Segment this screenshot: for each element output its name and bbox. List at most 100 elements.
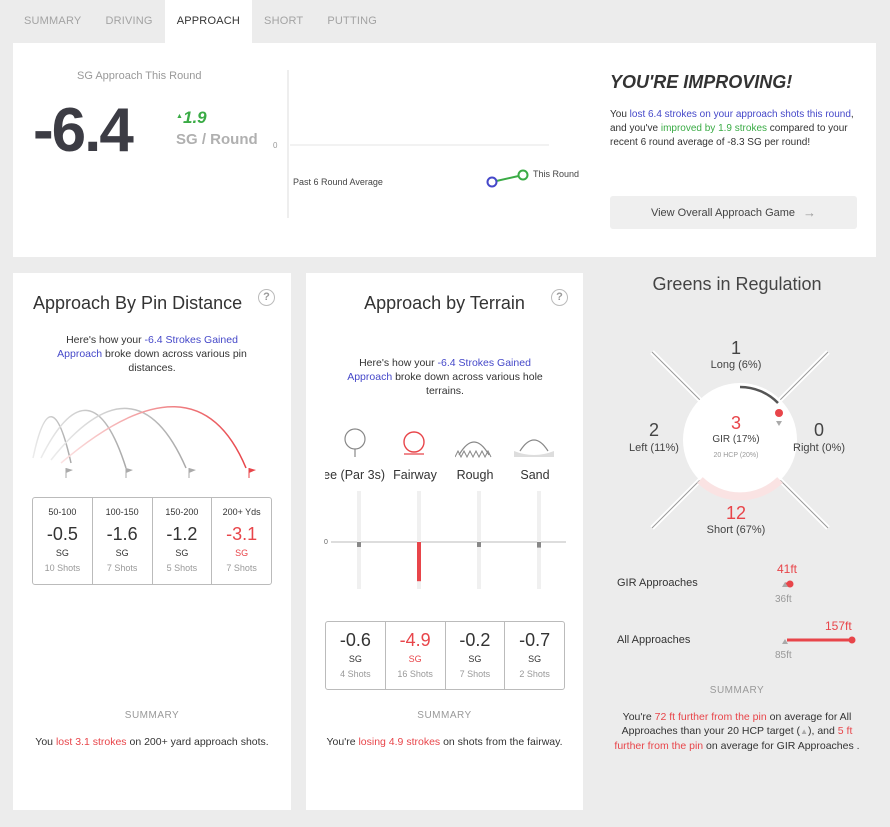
pin-cell: 200+ Yds -3.1 SG 7 Shots bbox=[212, 498, 271, 584]
gir-target-marker bbox=[776, 421, 782, 426]
terrain-sg-unit: SG bbox=[468, 654, 482, 664]
pin-shots: 10 Shots bbox=[44, 563, 81, 573]
terrain-title: Approach by Terrain bbox=[364, 293, 525, 313]
terrain-bar-chart: 0 bbox=[324, 491, 566, 589]
arc-100-150 bbox=[40, 409, 127, 469]
pin-shots: 7 Shots bbox=[226, 563, 257, 573]
terrain-bar-track bbox=[537, 491, 541, 589]
tab-driving[interactable]: DRIVING bbox=[105, 15, 153, 27]
gir-approaches-bar bbox=[782, 580, 794, 588]
gir-short-band bbox=[697, 477, 783, 501]
terrain-sg-value: -4.9 bbox=[399, 630, 431, 650]
sand-icon bbox=[514, 439, 554, 457]
gir-diagonal bbox=[651, 479, 701, 529]
terrain-help-icon[interactable]: ? bbox=[551, 289, 568, 306]
gir-summary-4: on average for GIR Approaches . bbox=[703, 740, 860, 752]
msg-improved: improved by 1.9 strokes bbox=[660, 123, 768, 134]
terrain-cell: -0.2 SG 7 Shots bbox=[446, 622, 506, 689]
terrain-zero-label: 0 bbox=[324, 539, 328, 546]
gir-summary-2: on average for All Approaches than your … bbox=[621, 711, 852, 737]
terrain-bar bbox=[417, 542, 421, 582]
tab-approach[interactable]: APPROACH bbox=[164, 0, 253, 43]
gir-long-count: 1 bbox=[730, 338, 741, 358]
gir-approaches-target bbox=[782, 582, 788, 587]
terrain-bar bbox=[477, 542, 481, 547]
delta-up-icon: ▲ bbox=[176, 113, 183, 120]
terrain-cell: -0.7 SG 2 Shots bbox=[505, 622, 564, 689]
gir-approaches-target-label: 36ft bbox=[775, 594, 792, 605]
terrain-sg-unit: SG bbox=[528, 654, 542, 664]
pin-desc-1: Here's how your bbox=[66, 334, 145, 346]
all-approaches-bar bbox=[782, 636, 856, 644]
pin-range: 100-150 bbox=[105, 507, 139, 517]
terrain-sg-value: -0.7 bbox=[519, 630, 551, 650]
gir-target-diagram bbox=[650, 350, 830, 530]
msg-text-2: , and you've bbox=[610, 109, 854, 134]
gir-summary-label: SUMMARY bbox=[709, 685, 765, 696]
terrain-sg-value: -0.6 bbox=[339, 630, 371, 650]
pin-summary-text: You lost 3.1 strokes on 200+ yard approa… bbox=[33, 735, 271, 749]
tab-summary[interactable]: SUMMARY bbox=[24, 15, 82, 27]
pin-distance-card: Approach By Pin Distance ? Here's how yo… bbox=[13, 273, 291, 810]
pin-desc-sg: -6.4 Strokes Gained Approach bbox=[57, 334, 238, 360]
terrain-shots: 4 Shots bbox=[340, 669, 371, 679]
gir-target-label: 20 HCP (20%) bbox=[713, 452, 759, 459]
flag-icon bbox=[188, 468, 196, 478]
all-approaches-target-label: 85ft bbox=[775, 650, 792, 661]
pin-help-icon[interactable]: ? bbox=[258, 289, 275, 306]
flag-icon bbox=[65, 468, 73, 478]
gir-summary-3: ), and bbox=[807, 725, 838, 737]
terrain-table: -0.6 SG 4 Shots -4.9 SG 16 Shots -0.2 SG… bbox=[325, 621, 565, 690]
fairway-icon bbox=[403, 431, 425, 455]
sg-approach-value: -6.4 bbox=[33, 96, 134, 165]
pin-sg-unit: SG bbox=[175, 548, 189, 558]
view-overall-approach-button[interactable]: View Overall Approach Game → bbox=[610, 196, 857, 229]
gir-summary-1: You're bbox=[622, 711, 655, 723]
pin-summary-lost: lost 3.1 strokes bbox=[55, 736, 127, 748]
chart-zero-label: 0 bbox=[273, 141, 278, 150]
terrain-bar-track bbox=[357, 491, 361, 589]
pin-sg-value: -0.5 bbox=[46, 524, 78, 544]
pin-sg-value: -1.6 bbox=[106, 524, 138, 544]
gir-right-count: 0 bbox=[813, 420, 824, 440]
terrain-shots: 16 Shots bbox=[397, 669, 433, 679]
arc-50-100 bbox=[32, 416, 72, 464]
msg-text-3: compared to your recent 6 round average … bbox=[610, 123, 848, 148]
tab-putting[interactable]: PUTTING bbox=[327, 15, 378, 27]
this-round-point bbox=[517, 169, 529, 181]
improving-heading: YOU'RE IMPROVING! bbox=[610, 72, 793, 92]
gir-actual-marker bbox=[775, 409, 783, 417]
pin-summary-label: SUMMARY bbox=[124, 710, 180, 721]
sg-unit-label: SG / Round bbox=[176, 131, 258, 148]
terrain-shots: 2 Shots bbox=[519, 669, 550, 679]
all-approaches-value: 157ft bbox=[825, 619, 852, 633]
gir-summary-text: You're 72 ft further from the pin on ave… bbox=[612, 710, 862, 753]
terrain-summary-text: You're losing 4.9 strokes on shots from … bbox=[326, 735, 563, 749]
tee-icon bbox=[344, 428, 366, 457]
pin-cell: 100-150 -1.6 SG 7 Shots bbox=[93, 498, 153, 584]
this-round-label: This Round bbox=[533, 169, 579, 179]
sg-delta-value: 1.9 bbox=[183, 108, 207, 127]
gir-short-label: Short (67%) bbox=[706, 524, 766, 536]
terrain-desc-2: broke down across various hole terrains. bbox=[392, 371, 543, 397]
pin-range: 50-100 bbox=[48, 507, 77, 517]
pin-shots: 7 Shots bbox=[106, 563, 138, 573]
terrain-label: Tee (Par 3s) bbox=[325, 468, 385, 482]
terrain-summary-1: You're bbox=[326, 736, 359, 748]
pin-cell: 150-200 -1.2 SG 5 Shots bbox=[153, 498, 213, 584]
gir-left-label: Left (11%) bbox=[629, 442, 679, 454]
arc-150-200 bbox=[50, 407, 187, 469]
terrain-card: Approach by Terrain ? Here's how your -6… bbox=[306, 273, 583, 810]
pin-shots: 5 Shots bbox=[166, 563, 198, 573]
gir-center-label: GIR (17%) bbox=[712, 434, 760, 445]
gir-summary-further: 72 ft further from the pin bbox=[654, 711, 767, 723]
tab-short[interactable]: SHORT bbox=[264, 15, 304, 27]
terrain-sg-unit: SG bbox=[408, 654, 422, 664]
terrain-shots: 7 Shots bbox=[459, 669, 491, 679]
arrow-right-icon: → bbox=[803, 205, 817, 220]
pin-sg-unit: SG bbox=[55, 548, 69, 558]
pin-sg-value: -3.1 bbox=[226, 524, 258, 544]
improving-message: You lost 6.4 strokes on your approach sh… bbox=[610, 108, 860, 150]
pin-sg-unit: SG bbox=[235, 548, 249, 558]
terrain-summary-label: SUMMARY bbox=[417, 710, 472, 721]
